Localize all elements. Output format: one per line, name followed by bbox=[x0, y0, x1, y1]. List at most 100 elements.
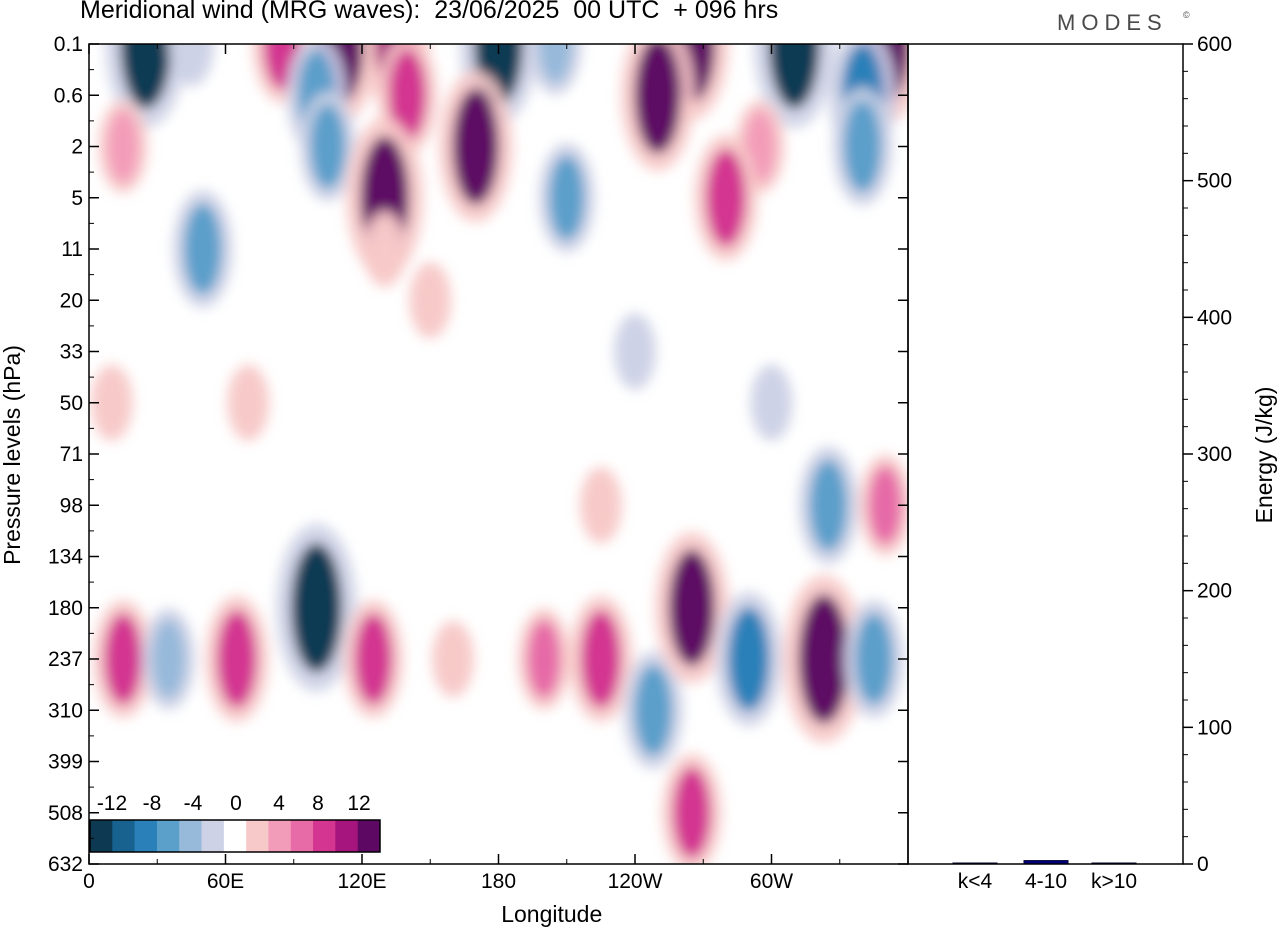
energy-tick-label: 200 bbox=[1197, 580, 1232, 603]
energy-tick-label: 0 bbox=[1197, 853, 1209, 876]
heatmap-cell bbox=[527, 619, 561, 699]
heatmap-cell bbox=[768, 44, 820, 109]
colorbar-swatch bbox=[156, 820, 180, 852]
x-tick-label: 0 bbox=[83, 870, 95, 893]
heatmap-cell bbox=[758, 373, 785, 433]
colorbar-swatch bbox=[290, 820, 314, 852]
colorbar-label: -12 bbox=[97, 792, 127, 815]
heatmap-cell bbox=[291, 542, 342, 673]
heatmap-cell bbox=[176, 44, 206, 77]
energy-tick-label: 300 bbox=[1197, 443, 1232, 466]
y-tick-label: 5 bbox=[71, 187, 83, 210]
modes-logo: MODES bbox=[1057, 10, 1168, 35]
colorbar-label: -8 bbox=[143, 792, 162, 815]
y-tick-label: 310 bbox=[48, 699, 83, 722]
heatmap-cell bbox=[439, 629, 467, 689]
heatmap-cell bbox=[388, 49, 427, 141]
heatmap-cell bbox=[634, 664, 672, 756]
heatmap-cell bbox=[706, 148, 746, 247]
heatmap-cell bbox=[809, 459, 848, 551]
heatmap-cell bbox=[843, 100, 882, 193]
colorbar-swatch bbox=[223, 820, 247, 852]
x-axis-title: Longitude bbox=[501, 901, 602, 927]
y-tick-label: 399 bbox=[48, 751, 83, 774]
heatmap-cell bbox=[216, 610, 257, 708]
heatmap-cell bbox=[152, 619, 186, 699]
energy-tick-label: 100 bbox=[1197, 716, 1232, 739]
y-tick-label: 98 bbox=[60, 494, 83, 517]
colorbar-swatch bbox=[112, 820, 136, 852]
y-tick-label: 20 bbox=[60, 289, 83, 312]
heatmap-cell bbox=[371, 219, 399, 279]
heatmap-cell bbox=[668, 549, 716, 667]
heatmap-cell bbox=[98, 373, 126, 433]
heatmap-cell bbox=[634, 44, 681, 154]
bar-category-label: k>10 bbox=[1091, 870, 1137, 893]
heatmap-cells bbox=[90, 44, 908, 864]
heatmap-cell bbox=[580, 610, 621, 708]
energy-tick-label: 400 bbox=[1197, 306, 1232, 329]
y-tick-label: 0.1 bbox=[54, 33, 83, 56]
heatmap-cell bbox=[452, 88, 499, 205]
y-tick-label: 50 bbox=[60, 392, 83, 415]
x-tick-label: 60W bbox=[750, 870, 793, 893]
axes bbox=[88, 43, 1193, 865]
y-tick-label: 33 bbox=[60, 341, 83, 364]
energy-axis-title: Energy (J/kg) bbox=[1251, 387, 1277, 524]
colorbar-swatch bbox=[201, 820, 225, 852]
bar-panel-frame bbox=[907, 43, 1184, 865]
colorbar-swatch bbox=[357, 820, 381, 852]
x-tick-label: 120W bbox=[608, 870, 663, 893]
colorbar-swatch bbox=[246, 820, 269, 852]
colorbar-swatch bbox=[268, 820, 292, 852]
heatmap-cell bbox=[621, 321, 649, 382]
colorbar-label: 8 bbox=[312, 792, 324, 815]
copyright-mark: © bbox=[1183, 10, 1190, 20]
heatmap-blobs bbox=[90, 44, 908, 864]
energy-tick-label: 600 bbox=[1197, 33, 1232, 56]
heatmap-cell bbox=[183, 203, 222, 295]
heatmap-cell bbox=[234, 373, 262, 433]
y-tick-label: 632 bbox=[48, 853, 83, 876]
heatmap-cell bbox=[868, 466, 902, 545]
colorbar-swatch bbox=[179, 820, 203, 852]
energy-tick-label: 500 bbox=[1197, 170, 1232, 193]
colorbar: -12 -8 -4 0 4 8 12 bbox=[89, 792, 381, 853]
heatmap-cell bbox=[798, 594, 850, 724]
colorbar-swatch bbox=[313, 820, 336, 852]
y-tick-label: 237 bbox=[48, 648, 83, 671]
heatmap-cell bbox=[310, 104, 346, 189]
y-axis-title: Pressure levels (hPa) bbox=[0, 345, 25, 565]
colorbar-label: 4 bbox=[273, 792, 285, 815]
bar-category-label: 4-10 bbox=[1025, 870, 1067, 893]
x-tick-label: 120E bbox=[337, 870, 386, 893]
bar-category-label: k<4 bbox=[958, 870, 993, 893]
heatmap-cell bbox=[549, 155, 585, 241]
colorbar-swatch bbox=[335, 820, 359, 852]
colorbar-label: 0 bbox=[230, 792, 242, 815]
heatmap-cell bbox=[120, 44, 172, 109]
y-tick-label: 11 bbox=[61, 238, 83, 261]
y-tick-label: 508 bbox=[48, 802, 83, 825]
colorbar-swatch bbox=[90, 820, 113, 852]
heatmap-cell bbox=[673, 767, 711, 859]
heatmap-cell bbox=[416, 270, 444, 330]
heatmap-cell bbox=[587, 475, 615, 535]
heatmap-cell bbox=[538, 44, 572, 84]
colorbar-frame bbox=[89, 819, 381, 853]
colorbar-label: -4 bbox=[184, 792, 203, 815]
colorbar-label: 12 bbox=[347, 792, 370, 815]
y-tick-label: 134 bbox=[48, 546, 83, 569]
tick-labels: 0.1 0.6 2 5 11 20 33 50 71 98 134 180 237 310 399 508 63… bbox=[0, 33, 1277, 927]
y-tick-label: 71 bbox=[60, 443, 83, 466]
heatmap-cell bbox=[855, 613, 893, 705]
heatmap-cell bbox=[104, 613, 142, 705]
y-tick-label: 0.6 bbox=[54, 84, 83, 107]
y-tick-label: 180 bbox=[48, 597, 83, 620]
colorbar-swatch bbox=[134, 820, 158, 852]
heatmap-cell bbox=[107, 110, 139, 183]
heatmap-cell bbox=[354, 613, 393, 705]
chart-title: Meridional wind (MRG waves): 23/06/2025 … bbox=[80, 0, 779, 24]
x-tick-label: 180 bbox=[481, 870, 516, 893]
